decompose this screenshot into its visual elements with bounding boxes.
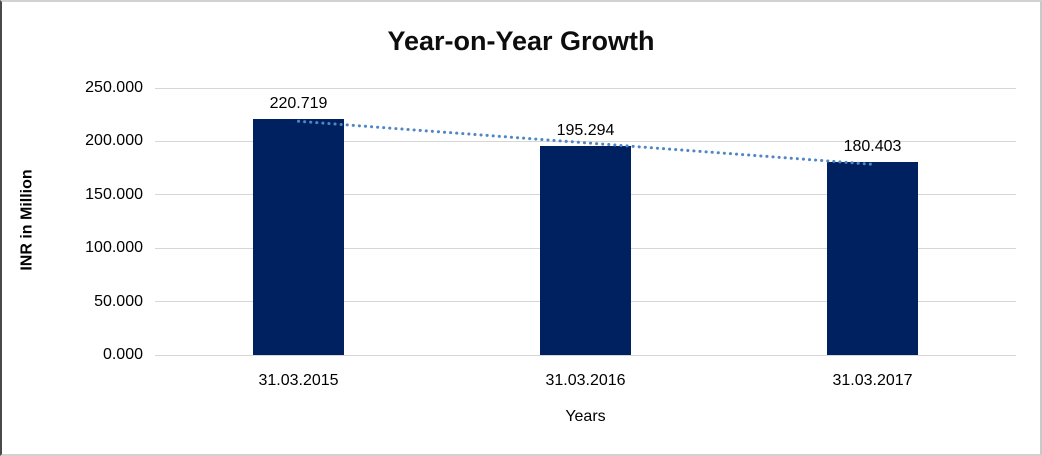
bar-value-label: 220.719: [269, 95, 328, 113]
chart-title: Year-on-Year Growth: [387, 26, 655, 56]
x-axis-tick-label: 31.03.2016: [545, 372, 626, 389]
y-axis-title: INR in Million: [6, 86, 50, 353]
gridline: [155, 87, 1016, 89]
x-axis-tick-label: 31.03.2015: [258, 372, 339, 389]
x-axis-tick-label: 31.03.2017: [832, 372, 913, 389]
bar-value-label: 195.294: [556, 122, 615, 140]
y-axis-tick-label: 100.000: [85, 239, 143, 257]
y-axis-tick-label: 250.000: [85, 79, 143, 96]
gridline: [155, 140, 1016, 142]
gridline: [155, 354, 1016, 356]
y-axis-tick-label: 200.000: [85, 132, 143, 150]
bar-value-label: 180.403: [843, 138, 902, 156]
y-axis-tick-label: 50.000: [94, 292, 143, 310]
x-axis-title: Years: [565, 408, 606, 425]
bar: [253, 119, 344, 355]
y-axis-tick-label: 0.000: [102, 346, 143, 363]
trendline: [297, 119, 874, 166]
bar: [540, 146, 631, 355]
bar: [827, 162, 918, 355]
plot-area: 220.719 195.294 180.403: [155, 87, 1016, 356]
y-axis-tick-label: 150.000: [85, 185, 143, 203]
